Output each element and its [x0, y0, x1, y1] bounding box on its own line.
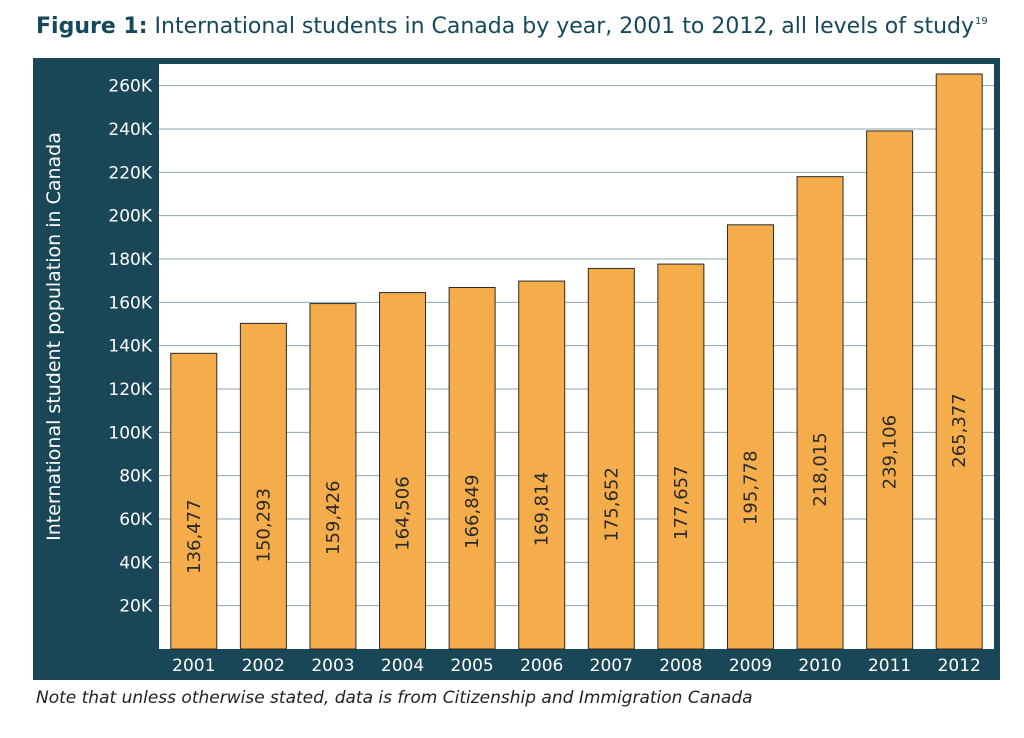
source-note: Note that unless otherwise stated, data … — [36, 688, 753, 708]
bar-value-label: 159,426 — [323, 481, 344, 555]
bar — [866, 130, 914, 650]
x-tick-label: 2004 — [381, 656, 424, 676]
x-tick-label: 2005 — [450, 656, 493, 676]
bar-value-label: 150,293 — [253, 488, 274, 562]
y-tick-label: 80K — [119, 467, 153, 487]
bar-value-label: 239,106 — [880, 415, 901, 489]
y-tick-label: 260K — [108, 77, 152, 97]
x-tick-label: 2003 — [311, 656, 354, 676]
x-tick-label: 2010 — [798, 656, 841, 676]
bar-value-label: 164,506 — [393, 476, 414, 550]
y-tick-label: 140K — [108, 337, 152, 357]
x-tick-label: 2008 — [659, 656, 702, 676]
bar-value-label: 177,657 — [671, 466, 692, 540]
bar — [726, 224, 774, 650]
bar-value-label: 195,778 — [740, 451, 761, 525]
bar-value-label: 265,377 — [949, 393, 970, 467]
bar — [170, 352, 218, 650]
bar — [239, 322, 287, 650]
bar-value-label: 218,015 — [810, 432, 831, 506]
x-tick-label: 2007 — [590, 656, 633, 676]
x-tick-label: 2009 — [729, 656, 772, 676]
title-footnote: 19 — [975, 16, 988, 27]
bar-value-label: 166,849 — [462, 474, 483, 548]
bar — [518, 280, 566, 650]
y-tick-label: 220K — [108, 163, 152, 183]
x-tick-label: 2011 — [868, 656, 911, 676]
chart-frame: 20K 40K 60K 80K 100K 120K 140K 160K 180K 200K 220K… — [33, 58, 1000, 680]
y-tick-label: 240K — [108, 120, 152, 140]
bar — [379, 292, 427, 650]
title-text: International students in Canada by year… — [154, 14, 974, 39]
y-tick-label: 160K — [108, 293, 152, 313]
x-tick-label: 2002 — [242, 656, 285, 676]
x-tick-label: 2012 — [938, 656, 981, 676]
y-tick-label: 60K — [119, 510, 153, 530]
y-tick-label: 20K — [119, 597, 153, 617]
plot-area — [159, 64, 994, 649]
x-tick-label: 2001 — [172, 656, 215, 676]
bar-value-label: 169,814 — [532, 472, 553, 546]
bar-chart: 20K 40K 60K 80K 100K 120K 140K 160K 180K 200K 220K… — [43, 64, 994, 676]
bar — [796, 176, 844, 650]
y-tick-label: 40K — [119, 553, 153, 573]
y-tick-label: 180K — [108, 250, 152, 270]
bar — [309, 303, 357, 650]
bar-value-label: 136,477 — [184, 499, 205, 573]
bar — [657, 263, 705, 650]
y-tick-label: 200K — [108, 207, 152, 227]
x-tick-label: 2006 — [520, 656, 563, 676]
figure-label: Figure 1: — [36, 14, 148, 39]
bar — [935, 73, 983, 650]
bar — [448, 286, 496, 650]
chart-title: Figure 1: International students in Cana… — [36, 14, 988, 39]
y-tick-label: 120K — [108, 380, 152, 400]
y-tick-label: 100K — [108, 423, 152, 443]
bar — [587, 267, 635, 650]
bar-value-label: 175,652 — [601, 467, 622, 541]
y-axis-title: International student population in Cana… — [43, 132, 65, 541]
